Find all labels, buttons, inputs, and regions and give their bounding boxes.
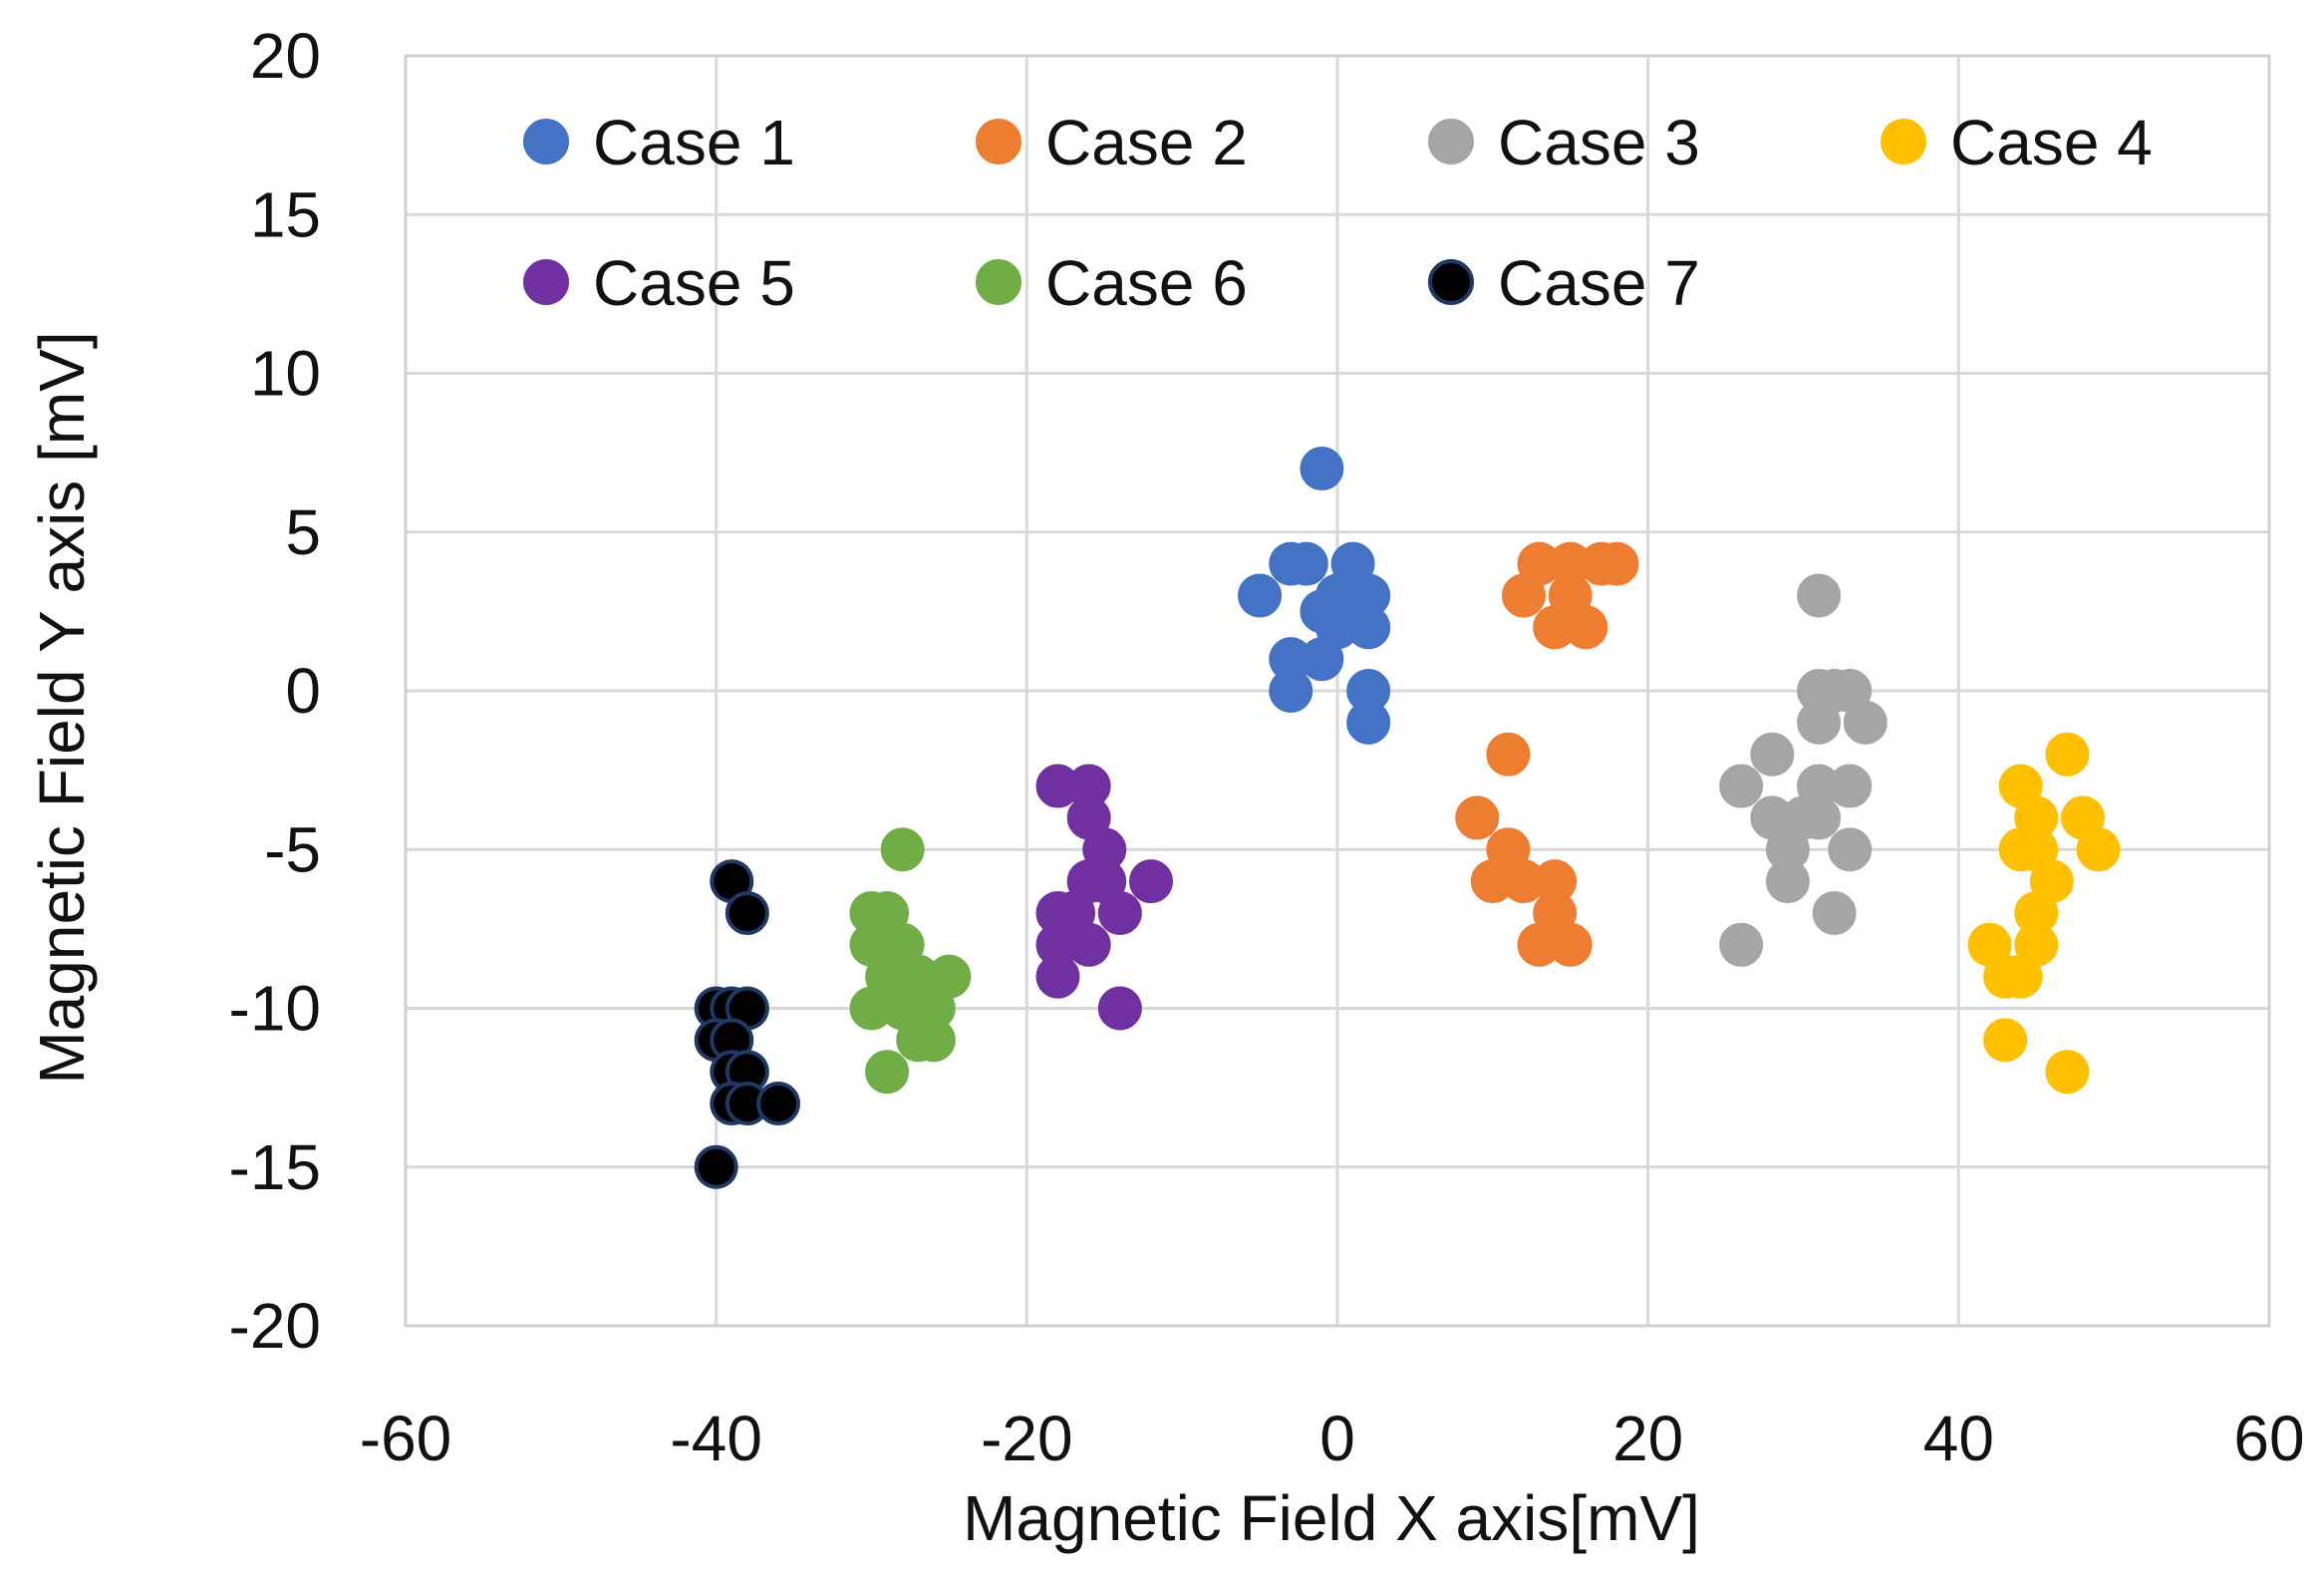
legend-marker bbox=[976, 119, 1021, 164]
legend-label: Case 2 bbox=[1045, 107, 1248, 178]
legend-item: Case 2 bbox=[976, 107, 1248, 178]
data-point bbox=[1097, 986, 1142, 1031]
data-point bbox=[2045, 732, 2090, 777]
legend-item: Case 5 bbox=[523, 247, 795, 319]
data-point bbox=[1129, 859, 1173, 904]
legend-label: Case 7 bbox=[1498, 247, 1700, 319]
data-point bbox=[1035, 954, 1080, 999]
legend-item: Case 1 bbox=[523, 107, 795, 178]
data-point bbox=[725, 890, 769, 935]
series-4 bbox=[1967, 732, 2121, 1095]
data-point bbox=[1843, 700, 1888, 745]
x-tick-label: 60 bbox=[2233, 1403, 2304, 1474]
data-point bbox=[694, 1144, 738, 1189]
x-axis-label: Magnetic Field X axis[mV] bbox=[963, 1482, 1700, 1554]
y-tick-label: -15 bbox=[229, 1131, 322, 1203]
y-tick-label: 15 bbox=[250, 178, 321, 250]
series-5 bbox=[1035, 764, 1173, 1031]
x-tick-label: -60 bbox=[360, 1403, 452, 1474]
legend-marker bbox=[523, 259, 569, 305]
data-point bbox=[1097, 890, 1142, 935]
data-point bbox=[1828, 827, 1873, 872]
x-tick-label: -20 bbox=[981, 1403, 1073, 1474]
data-point bbox=[1548, 922, 1593, 967]
series-1 bbox=[1238, 447, 1391, 745]
gridlines bbox=[404, 54, 2271, 1328]
data-point bbox=[1750, 732, 1795, 777]
data-point bbox=[1300, 637, 1344, 682]
y-axis-label: Magnetic Field Y axis [mV] bbox=[26, 331, 98, 1084]
legend-item: Case 7 bbox=[1428, 247, 1700, 319]
data-point bbox=[849, 986, 894, 1031]
y-tick-label: -20 bbox=[229, 1290, 322, 1362]
legend-item: Case 4 bbox=[1881, 107, 2153, 178]
data-point bbox=[1269, 669, 1313, 713]
x-tick-label: -40 bbox=[670, 1403, 762, 1474]
data-point bbox=[1797, 573, 1842, 618]
legend-marker bbox=[1881, 119, 1926, 164]
data-point bbox=[1812, 890, 1857, 935]
data-point bbox=[1455, 795, 1500, 840]
data-point bbox=[1238, 573, 1283, 618]
y-tick-labels: -20 -15 -10 -5 0 5 10 15 20 bbox=[229, 20, 322, 1362]
legend-label: Case 3 bbox=[1498, 107, 1700, 178]
data-point bbox=[1797, 795, 1842, 840]
data-point bbox=[1828, 764, 1873, 808]
plot-area bbox=[404, 54, 2271, 1328]
data-point bbox=[2076, 827, 2121, 872]
legend-item: Case 6 bbox=[976, 247, 1248, 319]
data-point bbox=[2045, 1050, 2090, 1095]
data-point bbox=[1719, 764, 1764, 808]
data-point bbox=[1797, 700, 1842, 745]
legend: Case 1 Case 2 Case 3 Case 4 Case 5 Case 6 Case… bbox=[523, 107, 2153, 319]
y-tick-label: 10 bbox=[250, 338, 321, 410]
data-point bbox=[1595, 541, 1639, 586]
data-point bbox=[1300, 447, 1344, 491]
data-point bbox=[1346, 700, 1391, 745]
data-point bbox=[1998, 954, 2043, 999]
x-tick-labels: -60 -40 -20 0 20 40 60 bbox=[360, 1403, 2305, 1474]
series-7 bbox=[694, 859, 800, 1189]
data-point bbox=[1502, 573, 1546, 618]
series-3 bbox=[1719, 573, 1888, 967]
y-tick-label: 5 bbox=[285, 496, 321, 568]
legend-marker bbox=[523, 119, 569, 164]
x-tick-label: 20 bbox=[1612, 1403, 1683, 1474]
legend-label: Case 6 bbox=[1045, 247, 1248, 319]
y-tick-label: -5 bbox=[264, 813, 321, 885]
legend-label: Case 5 bbox=[593, 247, 795, 319]
data-point bbox=[1284, 541, 1328, 586]
data-point bbox=[880, 827, 925, 872]
data-point bbox=[1066, 922, 1111, 967]
data-points bbox=[694, 447, 2121, 1189]
legend-label: Case 4 bbox=[1950, 107, 2153, 178]
data-point bbox=[1564, 605, 1608, 650]
legend-item: Case 3 bbox=[1428, 107, 1700, 178]
data-point bbox=[911, 1018, 956, 1063]
y-tick-label: -10 bbox=[229, 973, 322, 1045]
series-2 bbox=[1455, 541, 1639, 967]
y-tick-label: 0 bbox=[285, 655, 321, 727]
data-point bbox=[1486, 732, 1531, 777]
series-6 bbox=[849, 827, 972, 1095]
legend-marker bbox=[1428, 119, 1474, 164]
legend-label: Case 1 bbox=[593, 107, 795, 178]
legend-marker bbox=[976, 259, 1021, 305]
data-point bbox=[1765, 859, 1810, 904]
data-point bbox=[1983, 1018, 2028, 1063]
data-point bbox=[1346, 605, 1391, 650]
data-point bbox=[756, 1082, 800, 1126]
x-tick-label: 40 bbox=[1923, 1403, 1994, 1474]
legend-marker bbox=[1428, 259, 1474, 305]
data-point bbox=[865, 1050, 910, 1095]
x-tick-label: 0 bbox=[1319, 1403, 1355, 1474]
data-point bbox=[1719, 922, 1764, 967]
y-tick-label: 20 bbox=[250, 20, 321, 92]
